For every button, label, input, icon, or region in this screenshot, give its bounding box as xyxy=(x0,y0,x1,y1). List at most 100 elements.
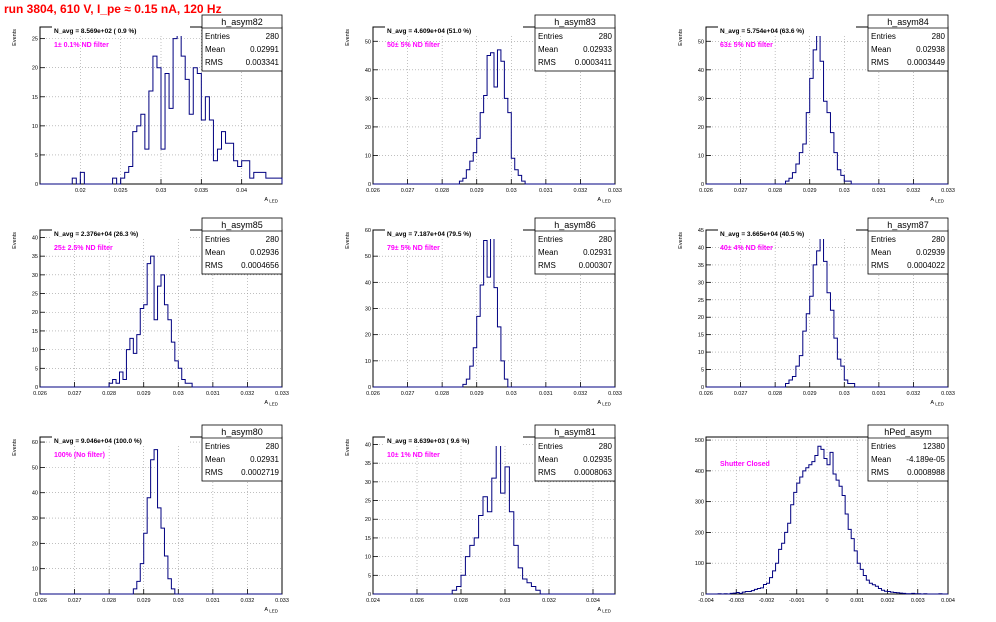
stats-box: h_asym83 Entries 280 Mean 0.02933 RMS 0.000341… xyxy=(534,14,616,72)
y-tick-label: 30 xyxy=(365,307,371,313)
x-tick-label: 0.031 xyxy=(206,391,220,397)
stat-label-mean: Mean xyxy=(871,248,891,257)
filter-annotation: 63± 5% ND filter xyxy=(720,42,773,49)
x-tick-label: 0.032 xyxy=(907,391,921,397)
stat-label-rms: RMS xyxy=(205,468,223,477)
x-tick-label: 0.031 xyxy=(539,391,553,397)
y-tick-label: 20 xyxy=(365,125,371,131)
stat-label-entries: Entries xyxy=(871,442,896,451)
y-tick-label: 0 xyxy=(701,182,704,188)
y-tick-label: 20 xyxy=(698,315,704,321)
y-tick-label: 20 xyxy=(32,66,38,72)
y-tick-label: 30 xyxy=(32,516,38,522)
stat-label-mean: Mean xyxy=(205,45,225,54)
x-tick-label: 0.032 xyxy=(241,391,255,397)
x-tick-label: 0.003 xyxy=(911,598,925,604)
y-tick-label: 0 xyxy=(35,385,38,391)
y-tick-label: 50 xyxy=(32,465,38,471)
y-tick-label: 20 xyxy=(32,541,38,547)
stats-box-frame xyxy=(534,14,616,72)
header-background xyxy=(52,229,190,239)
filter-annotation: 1± 0.1% ND filter xyxy=(54,42,109,49)
x-tick-label: 0.03 xyxy=(506,188,517,194)
x-tick-label: -0.001 xyxy=(789,598,805,604)
x-tick-label: 0.031 xyxy=(539,188,553,194)
stat-value-entries: 280 xyxy=(266,235,280,244)
histogram-panel-h_asym80: 0.026 0.027 0.028 0.029 0.03 0.031 0.032 0.033 0… xyxy=(12,424,289,614)
stat-value-rms: 0.003341 xyxy=(246,58,280,67)
y-tick-label: 5 xyxy=(701,368,704,374)
y-tick-label: 40 xyxy=(32,491,38,497)
stat-label-entries: Entries xyxy=(538,442,563,451)
y-tick-label: 50 xyxy=(698,39,704,45)
y-tick-label: 0 xyxy=(701,592,704,598)
stats-box-frame xyxy=(534,217,616,275)
stat-value-entries: 280 xyxy=(932,235,946,244)
histogram-name: h_asym85 xyxy=(221,220,263,230)
x-tick-label: 0.029 xyxy=(803,188,817,194)
x-tick-label: -0.002 xyxy=(759,598,775,604)
histogram-panel-h_asym84: 0.026 0.027 0.028 0.029 0.03 0.031 0.032 0.033 0… xyxy=(678,14,955,204)
stats-box: h_asym81 Entries 280 Mean 0.02935 RMS 0.000806… xyxy=(534,424,616,482)
stat-value-entries: 280 xyxy=(599,235,613,244)
x-tick-label: 0.03 xyxy=(156,188,167,194)
filter-annotation: 10± 1% ND filter xyxy=(387,452,440,459)
x-tick-label: 0.027 xyxy=(401,188,415,194)
y-axis-title: Events xyxy=(12,232,18,249)
y-tick-label: 10 xyxy=(32,348,38,354)
x-tick-label: 0.033 xyxy=(608,391,622,397)
header-background xyxy=(718,229,856,239)
x-tick-label: 0.001 xyxy=(850,598,864,604)
x-tick-label: 0 xyxy=(825,598,828,604)
x-tick-label: 0.032 xyxy=(542,598,556,604)
y-tick-label: 10 xyxy=(698,350,704,356)
y-tick-label: 45 xyxy=(698,228,704,234)
stat-value-mean: 0.02935 xyxy=(583,455,612,464)
x-axis-title-subscript: LED xyxy=(934,402,945,407)
n-avg-label: N_avg = 9.046e+04 (100.0 %) xyxy=(54,438,142,445)
histogram-line xyxy=(373,237,615,388)
y-axis-title: Events xyxy=(678,232,684,249)
y-tick-label: 40 xyxy=(32,235,38,241)
histogram-panel-hPed_asym: -0.004 -0.003 -0.002 -0.001 0 0.001 0.002 0.003… xyxy=(695,424,955,604)
stat-label-entries: Entries xyxy=(538,32,563,41)
x-tick-label: 0.033 xyxy=(275,598,289,604)
stats-box-frame xyxy=(534,424,616,482)
y-tick-label: 25 xyxy=(32,37,38,43)
stat-value-mean: 0.02938 xyxy=(916,45,945,54)
x-tick-label: 0.033 xyxy=(608,188,622,194)
x-tick-label: 0.04 xyxy=(236,188,247,194)
histogram-line xyxy=(40,449,282,595)
stat-value-entries: 280 xyxy=(932,32,946,41)
stat-value-rms: 0.0004656 xyxy=(241,261,279,270)
x-tick-label: 0.028 xyxy=(435,391,449,397)
x-tick-label: 0.028 xyxy=(102,598,116,604)
histogram-name: h_asym86 xyxy=(554,220,596,230)
stat-value-mean: -4.189e-05 xyxy=(906,455,945,464)
stats-box: h_asym86 Entries 280 Mean 0.02931 RMS 0.000307 xyxy=(534,217,616,275)
x-tick-label: 0.028 xyxy=(768,188,782,194)
stat-label-entries: Entries xyxy=(205,235,230,244)
x-tick-label: -0.004 xyxy=(698,598,714,604)
x-tick-label: 0.032 xyxy=(241,598,255,604)
y-tick-label: 0 xyxy=(368,385,371,391)
x-tick-label: 0.033 xyxy=(275,391,289,397)
stat-value-rms: 0.0003449 xyxy=(907,58,945,67)
header-background xyxy=(52,26,190,36)
stat-value-rms: 0.0008063 xyxy=(574,468,612,477)
x-tick-label: 0.028 xyxy=(454,598,468,604)
y-tick-label: 20 xyxy=(698,125,704,131)
y-tick-label: 50 xyxy=(365,254,371,260)
y-tick-label: 30 xyxy=(365,480,371,486)
histogram-line xyxy=(373,443,615,595)
x-tick-label: 0.034 xyxy=(586,598,600,604)
stat-label-mean: Mean xyxy=(538,248,558,257)
stat-label-rms: RMS xyxy=(538,261,556,270)
stat-label-entries: Entries xyxy=(205,442,230,451)
header-background xyxy=(385,436,523,446)
y-axis-title: Events xyxy=(345,439,351,456)
y-tick-label: 300 xyxy=(695,500,704,506)
stat-value-mean: 0.02991 xyxy=(250,45,279,54)
y-axis-title: Events xyxy=(12,439,18,456)
stat-value-entries: 280 xyxy=(599,32,613,41)
